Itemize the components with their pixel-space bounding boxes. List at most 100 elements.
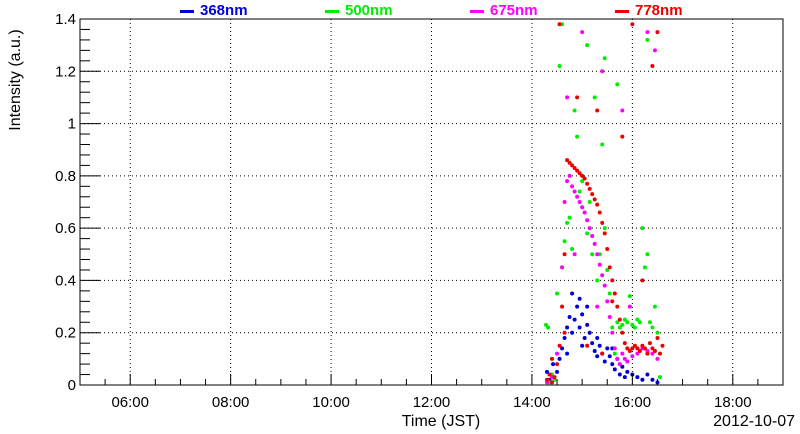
- data-point: [580, 173, 585, 178]
- data-point: [627, 294, 632, 299]
- data-point: [655, 30, 660, 35]
- data-point: [612, 346, 617, 351]
- data-point: [660, 343, 665, 348]
- data-point: [650, 64, 655, 69]
- data-point: [622, 375, 627, 380]
- data-point: [622, 317, 627, 322]
- data-point: [567, 160, 572, 165]
- data-point: [645, 351, 650, 356]
- data-point: [607, 291, 612, 296]
- data-point: [585, 322, 590, 327]
- data-point: [630, 22, 635, 27]
- data-point: [590, 233, 595, 238]
- data-point: [577, 325, 582, 330]
- data-point: [570, 291, 575, 296]
- legend-swatch: [180, 10, 194, 13]
- data-point: [650, 377, 655, 382]
- data-point: [655, 335, 660, 340]
- x-tick-label: 08:00: [212, 394, 250, 411]
- data-point: [600, 220, 605, 225]
- data-point: [637, 349, 642, 354]
- data-point: [565, 179, 570, 184]
- data-point: [562, 335, 567, 340]
- data-point: [570, 247, 575, 252]
- data-point: [650, 351, 655, 356]
- data-point: [572, 166, 577, 171]
- data-point: [565, 325, 570, 330]
- data-point: [625, 359, 630, 364]
- data-point: [610, 362, 615, 367]
- y-tick-label: 1: [68, 116, 76, 133]
- data-point: [625, 346, 630, 351]
- x-tick-label: 14:00: [513, 394, 551, 411]
- series-675nm: [544, 30, 660, 385]
- data-point: [632, 325, 637, 330]
- data-point: [602, 359, 607, 364]
- y-tick-label: 0.2: [55, 325, 76, 342]
- data-point: [607, 265, 612, 270]
- data-point: [562, 239, 567, 244]
- data-point: [575, 194, 580, 199]
- data-point: [577, 189, 582, 194]
- data-point: [600, 351, 605, 356]
- data-point: [640, 343, 645, 348]
- legend-label: 500nm: [345, 2, 393, 19]
- data-point: [565, 351, 570, 356]
- data-point: [645, 372, 650, 377]
- data-point: [572, 252, 577, 257]
- data-point: [630, 354, 635, 359]
- data-point: [607, 315, 612, 320]
- legend-label: 368nm: [200, 2, 248, 19]
- y-tick-label: 1.2: [55, 63, 76, 80]
- data-point: [652, 304, 657, 309]
- data-point: [652, 349, 657, 354]
- data-point: [627, 304, 632, 309]
- y-axis-title: Intensity (a.u.): [7, 29, 24, 130]
- data-point: [550, 356, 555, 361]
- data-point: [640, 226, 645, 231]
- axis-ticks: [79, 18, 784, 386]
- data-point: [612, 291, 617, 296]
- legend-swatch: [470, 10, 484, 13]
- data-point: [582, 335, 587, 340]
- x-axis-title: Time (JST): [402, 413, 481, 430]
- data-point: [560, 346, 565, 351]
- data-point: [557, 356, 562, 361]
- data-point: [575, 95, 580, 100]
- data-point: [555, 369, 560, 374]
- data-point: [617, 325, 622, 330]
- data-point: [607, 354, 612, 359]
- y-tick-label: 0: [68, 377, 76, 394]
- data-point: [587, 226, 592, 231]
- data-point: [587, 330, 592, 335]
- data-point: [610, 330, 615, 335]
- data-point: [582, 176, 587, 181]
- x-tick-label: 16:00: [614, 394, 652, 411]
- y-tick-label: 0.4: [55, 272, 76, 289]
- data-point: [582, 210, 587, 215]
- x-tick-label: 12:00: [413, 394, 451, 411]
- data-point: [605, 299, 610, 304]
- y-tick-label: 0.6: [55, 220, 76, 237]
- data-point: [615, 82, 620, 87]
- data-point: [557, 64, 562, 69]
- data-point: [650, 346, 655, 351]
- data-point: [585, 218, 590, 223]
- data-point: [557, 22, 562, 27]
- data-point: [642, 346, 647, 351]
- data-point: [580, 205, 585, 210]
- data-point: [602, 226, 607, 231]
- data-point: [551, 362, 556, 367]
- data-point: [565, 158, 570, 163]
- data-point: [605, 247, 610, 252]
- data-point: [655, 356, 660, 361]
- data-point: [575, 168, 580, 173]
- data-point: [635, 375, 640, 380]
- data-point: [635, 346, 640, 351]
- data-point: [615, 320, 620, 325]
- data-point: [617, 372, 622, 377]
- data-point: [544, 369, 549, 374]
- data-point: [560, 304, 565, 309]
